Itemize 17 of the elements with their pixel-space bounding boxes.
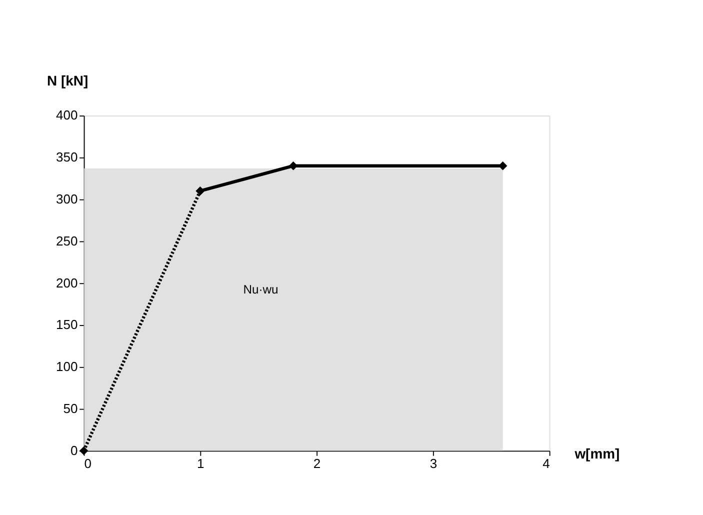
x-tick-label: 0 (84, 456, 92, 471)
y-tick-label: 150 (56, 317, 78, 332)
y-tick-label: 50 (63, 401, 78, 416)
y-axis-title: N [kN] (47, 72, 88, 88)
y-tick-label: 200 (56, 275, 78, 290)
x-axis-title: w[mm] (574, 446, 620, 462)
y-tick-label: 0 (70, 442, 78, 458)
x-tick-label: 1 (197, 456, 204, 471)
x-tick-label: 3 (430, 456, 438, 471)
x-tick-label: 4 (542, 456, 550, 471)
y-tick-label: 100 (56, 359, 78, 374)
y-tick-label: 350 (56, 150, 78, 165)
y-tick-label: 400 (56, 108, 78, 123)
y-tick-label: 300 (56, 192, 78, 207)
annotation: Nu·wu (243, 282, 278, 297)
x-tick-label: 2 (313, 456, 321, 471)
y-tick-label: 250 (56, 233, 78, 248)
